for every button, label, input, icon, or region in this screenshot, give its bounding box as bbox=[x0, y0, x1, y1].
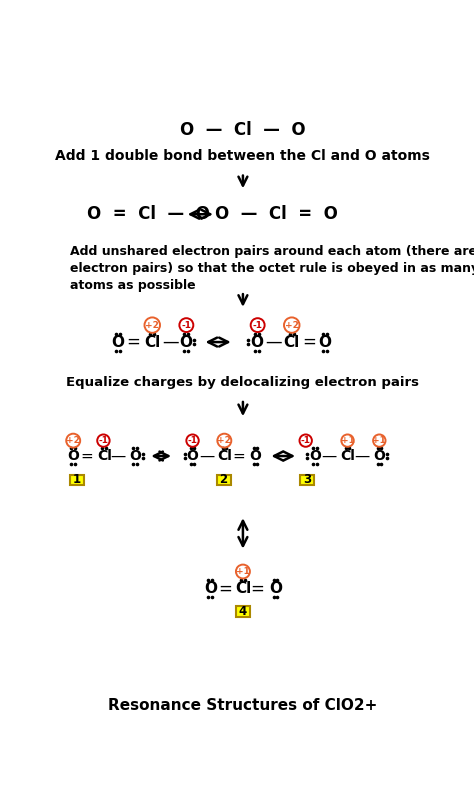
Text: O: O bbox=[187, 449, 199, 463]
Text: +2: +2 bbox=[146, 321, 159, 330]
Text: O: O bbox=[269, 581, 282, 596]
Text: =: = bbox=[302, 333, 316, 351]
Text: Cl: Cl bbox=[97, 449, 112, 463]
Text: —: — bbox=[199, 449, 214, 463]
Text: Cl: Cl bbox=[144, 335, 160, 350]
Text: -1: -1 bbox=[253, 321, 263, 330]
Text: O: O bbox=[204, 581, 217, 596]
Text: O: O bbox=[112, 335, 125, 350]
Text: 1: 1 bbox=[73, 473, 81, 486]
Text: Equalize charges by delocalizing electron pairs: Equalize charges by delocalizing electro… bbox=[66, 376, 419, 389]
Text: +2: +2 bbox=[285, 321, 299, 330]
Text: O  —  Cl  —  O: O — Cl — O bbox=[180, 121, 306, 139]
Text: Cl: Cl bbox=[340, 449, 355, 463]
Text: O  =  Cl  —  O: O = Cl — O bbox=[87, 205, 210, 224]
Text: 3: 3 bbox=[303, 473, 311, 486]
Text: 2: 2 bbox=[219, 473, 228, 486]
Text: +1: +1 bbox=[236, 567, 250, 576]
Text: Cl: Cl bbox=[217, 449, 232, 463]
FancyBboxPatch shape bbox=[217, 475, 230, 485]
Text: —: — bbox=[265, 333, 282, 351]
Text: O: O bbox=[129, 449, 141, 463]
Text: 4: 4 bbox=[239, 605, 247, 618]
FancyBboxPatch shape bbox=[300, 475, 314, 485]
Text: O: O bbox=[309, 449, 321, 463]
Text: +2: +2 bbox=[218, 436, 231, 446]
Text: —: — bbox=[110, 449, 126, 463]
Text: -1: -1 bbox=[182, 321, 191, 330]
Text: Add 1 double bond between the Cl and O atoms: Add 1 double bond between the Cl and O a… bbox=[55, 149, 430, 163]
Text: O: O bbox=[179, 335, 192, 350]
Text: =: = bbox=[81, 449, 93, 463]
Text: Cl: Cl bbox=[283, 335, 300, 350]
Text: =: = bbox=[251, 579, 264, 598]
Text: =: = bbox=[232, 449, 245, 463]
Text: —: — bbox=[354, 449, 369, 463]
Text: —: — bbox=[162, 333, 178, 351]
Text: O: O bbox=[319, 335, 332, 350]
Text: -1: -1 bbox=[188, 436, 198, 446]
Text: O: O bbox=[374, 449, 385, 463]
Text: +1: +1 bbox=[341, 436, 355, 446]
Text: O: O bbox=[67, 449, 79, 463]
Text: -1: -1 bbox=[301, 436, 310, 446]
FancyBboxPatch shape bbox=[236, 606, 250, 617]
Text: -1: -1 bbox=[99, 436, 109, 446]
Text: =: = bbox=[218, 579, 232, 598]
Text: O: O bbox=[249, 449, 261, 463]
Text: O: O bbox=[250, 335, 264, 350]
Text: Add unshared electron pairs around each atom (there are 9
electron pairs) so tha: Add unshared electron pairs around each … bbox=[70, 245, 474, 292]
Text: —: — bbox=[321, 449, 337, 463]
Text: Resonance Structures of ClO2+: Resonance Structures of ClO2+ bbox=[108, 698, 378, 713]
FancyBboxPatch shape bbox=[70, 475, 84, 485]
Text: Cl: Cl bbox=[235, 581, 251, 596]
Text: +2: +2 bbox=[66, 436, 80, 446]
Text: O  —  Cl  =  O: O — Cl = O bbox=[215, 205, 337, 224]
Text: +1: +1 bbox=[373, 436, 386, 446]
Text: =: = bbox=[127, 333, 141, 351]
